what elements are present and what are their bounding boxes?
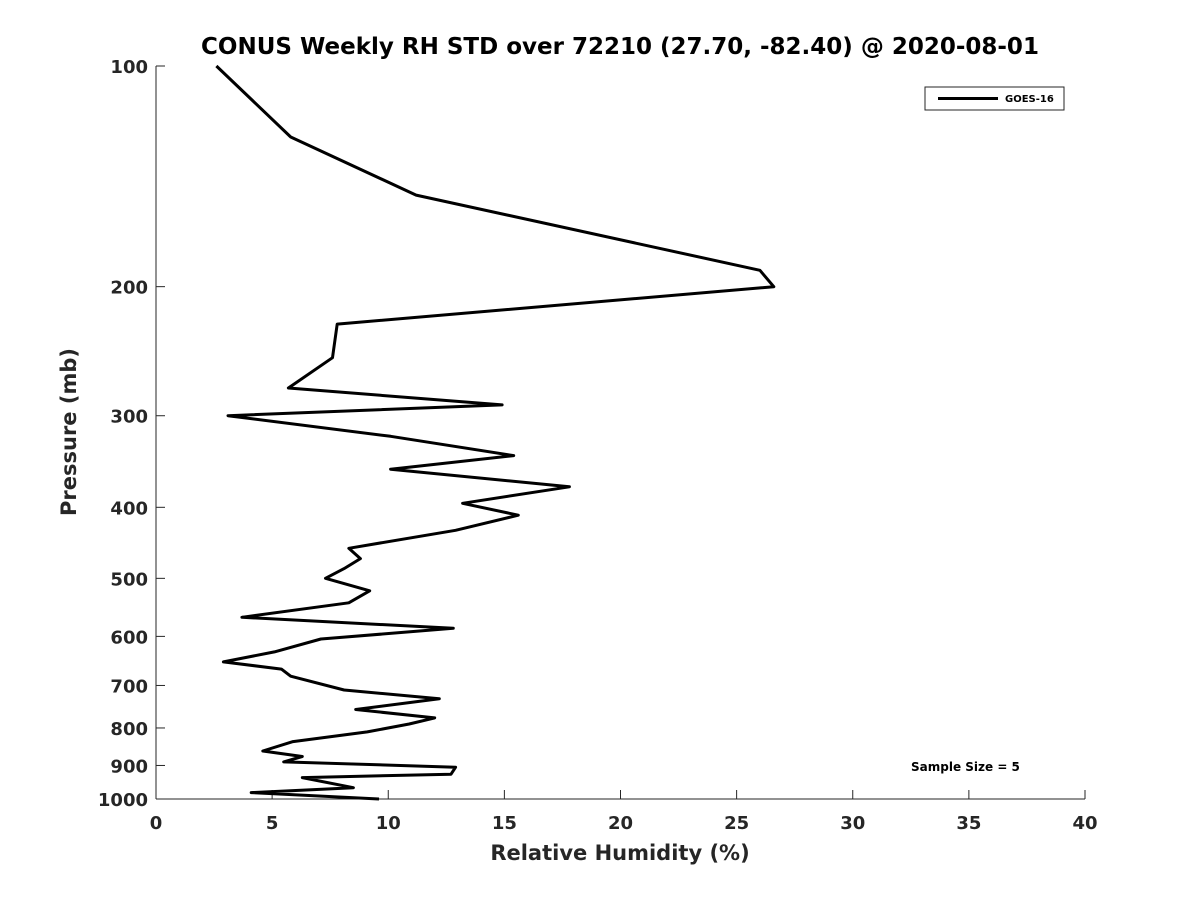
y-tick-label: 900 [110,756,148,777]
legend: GOES-16 [924,86,1065,111]
x-axis-ticks: 0 5 10 15 20 25 30 35 40 [150,790,1098,834]
series-line-goes-16 [215,64,776,801]
x-tick-label: 40 [1072,813,1097,834]
y-tick-label: 100 [110,57,148,78]
x-tick-label: 25 [724,813,749,834]
y-tick-label: 800 [110,719,148,740]
y-axis-ticks: 100 200 300 400 500 600 700 800 900 1000 [98,57,165,811]
y-tick-label: 400 [110,498,148,519]
x-tick-label: 35 [956,813,981,834]
y-tick-label: 600 [110,627,148,648]
y-axis-title: Pressure (mb) [57,348,81,516]
y-tick-label: 1000 [98,790,148,811]
x-tick-label: 15 [492,813,517,834]
legend-label-goes-16: GOES-16 [1005,94,1054,105]
y-tick-label: 300 [110,407,148,428]
chart-title: CONUS Weekly RH STD over 72210 (27.70, -… [201,34,1039,60]
x-tick-label: 0 [150,813,163,834]
x-tick-label: 30 [840,813,865,834]
y-tick-label: 200 [110,278,148,299]
y-tick-label: 500 [110,569,148,590]
sample-size-annotation: Sample Size = 5 [911,760,1020,774]
y-tick-label: 700 [110,676,148,697]
x-tick-label: 10 [376,813,401,834]
x-tick-label: 20 [608,813,633,834]
x-tick-label: 5 [266,813,279,834]
x-axis-title: Relative Humidity (%) [490,841,749,865]
